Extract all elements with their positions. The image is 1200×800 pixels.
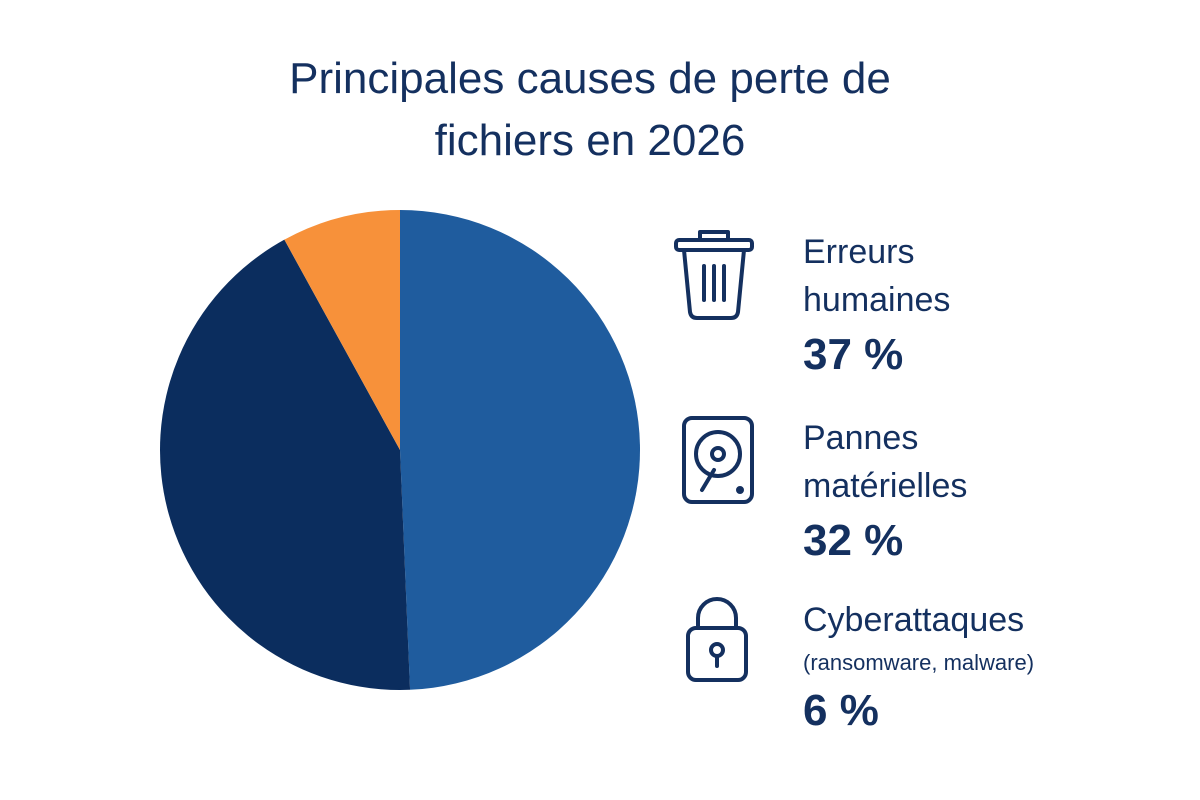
chart-title: Principales causes de perte de fichiers … bbox=[289, 54, 891, 165]
trash-icon bbox=[674, 230, 754, 320]
lock-icon bbox=[686, 597, 748, 682]
hard-drive-icon bbox=[682, 416, 754, 504]
pie-slice bbox=[284, 210, 400, 450]
pie-slice bbox=[400, 210, 641, 690]
legend-label: Cyberattaques bbox=[803, 601, 1025, 639]
pie-slice bbox=[159, 239, 411, 690]
legend-note: (ransomware, malware) bbox=[803, 650, 1035, 675]
value-label: 32 % bbox=[803, 516, 904, 565]
value-label: 37 % bbox=[803, 330, 904, 379]
legend-label: Pannes matérielles bbox=[803, 419, 968, 505]
value-label: 6 % bbox=[803, 686, 879, 735]
legend-label: Erreurs humaines bbox=[803, 233, 951, 319]
